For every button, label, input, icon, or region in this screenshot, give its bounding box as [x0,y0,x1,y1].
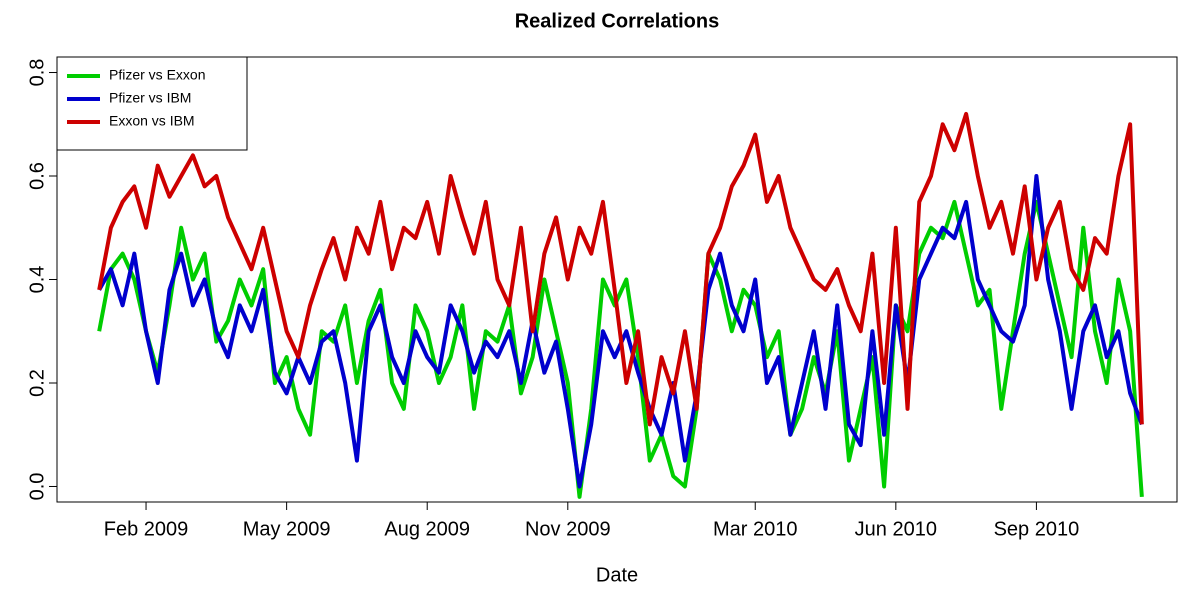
y-tick-label: 0.6 [26,162,48,190]
y-tick-label: 0.8 [26,59,48,87]
x-tick-label: Nov 2009 [525,518,611,540]
y-tick-label: 0.0 [26,473,48,501]
x-tick-label: Mar 2010 [713,518,798,540]
legend-box [56,56,248,151]
legend-label: Pfizer vs IBM [109,90,191,106]
x-axis-label: Date [596,564,638,586]
series-line [97,111,1144,427]
x-tick-label: Jun 2010 [855,518,937,540]
x-tick-label: Feb 2009 [104,518,189,540]
y-tick-label: 0.4 [26,266,48,294]
chart-title: Realized Correlations [515,10,720,32]
x-tick-label: Sep 2010 [994,518,1080,540]
y-tick-label: 0.2 [26,369,48,397]
legend-label: Exxon vs IBM [109,113,195,129]
x-tick-label: May 2009 [243,518,331,540]
x-tick-label: Aug 2009 [384,518,470,540]
legend-label: Pfizer vs Exxon [109,67,205,83]
